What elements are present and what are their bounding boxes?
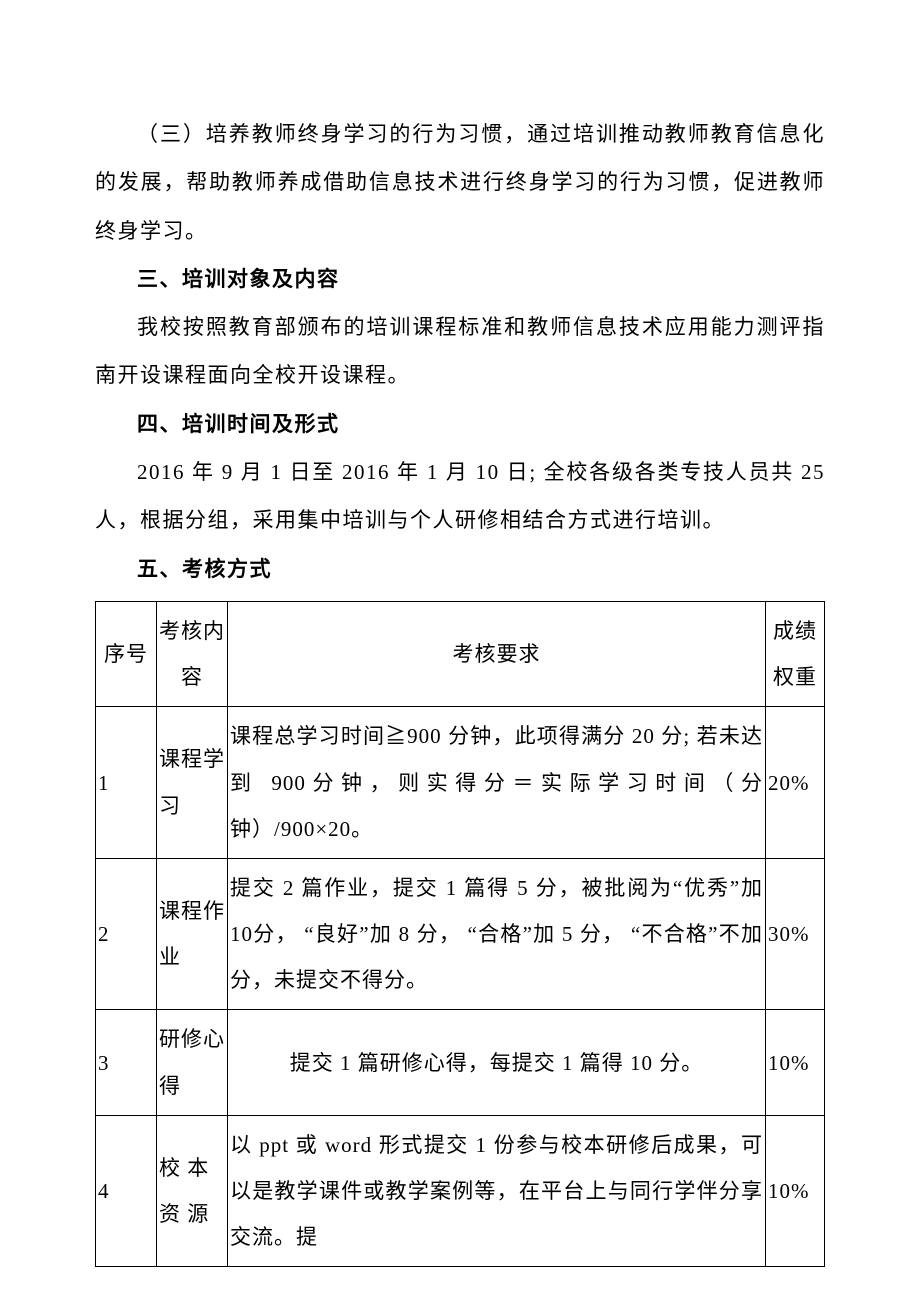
heading-3: 三、培训对象及内容 <box>95 255 825 303</box>
cell-weight: 30% <box>766 858 825 1010</box>
cell-seq: 4 <box>96 1115 157 1267</box>
th-content: 考核内容 <box>157 601 228 706</box>
cell-content: 课程学习 <box>157 707 228 859</box>
heading-4: 四、培训时间及形式 <box>95 400 825 448</box>
cell-requirement: 提交 2 篇作业，提交 1 篇得 5 分，被批阅为“优秀”加 10分， “良好”… <box>228 858 766 1010</box>
th-weight: 成绩权重 <box>766 601 825 706</box>
cell-seq: 3 <box>96 1010 157 1115</box>
cell-requirement: 课程总学习时间≧900 分钟，此项得满分 20 分; 若未达到 900分钟，则实… <box>228 707 766 859</box>
paragraph-3-body: （三）培养教师终身学习的行为习惯，通过培训推动教师教育信息化的发展，帮助教师养成… <box>95 110 825 255</box>
cell-weight: 20% <box>766 707 825 859</box>
document-page: （三）培养教师终身学习的行为习惯，通过培训推动教师教育信息化的发展，帮助教师养成… <box>0 0 920 1307</box>
table-row: 4 校 本资 源 以 ppt 或 word 形式提交 1 份参与校本研修后成果，… <box>96 1115 825 1267</box>
table-row: 2 课程作业 提交 2 篇作业，提交 1 篇得 5 分，被批阅为“优秀”加 10… <box>96 858 825 1010</box>
heading-5: 五、考核方式 <box>95 545 825 593</box>
th-seq: 序号 <box>96 601 157 706</box>
cell-seq: 2 <box>96 858 157 1010</box>
cell-weight: 10% <box>766 1010 825 1115</box>
cell-seq: 1 <box>96 707 157 859</box>
assessment-table: 序号 考核内容 考核要求 成绩权重 1 课程学习 课程总学习时间≧900 分钟，… <box>95 601 825 1267</box>
cell-weight: 10% <box>766 1115 825 1267</box>
cell-content: 校 本资 源 <box>157 1115 228 1267</box>
cell-content: 研修心得 <box>157 1010 228 1115</box>
cell-requirement: 以 ppt 或 word 形式提交 1 份参与校本研修后成果，可以是教学课件或教… <box>228 1115 766 1267</box>
paragraph-training-target: 我校按照教育部颁布的培训课程标准和教师信息技术应用能力测评指南开设课程面向全校开… <box>95 303 825 400</box>
cell-content: 课程作业 <box>157 858 228 1010</box>
table-row: 1 课程学习 课程总学习时间≧900 分钟，此项得满分 20 分; 若未达到 9… <box>96 707 825 859</box>
table-row: 3 研修心得 提交 1 篇研修心得，每提交 1 篇得 10 分。 10% <box>96 1010 825 1115</box>
paragraph-training-time: 2016 年 9 月 1 日至 2016 年 1 月 10 日; 全校各级各类专… <box>95 448 825 545</box>
table-header-row: 序号 考核内容 考核要求 成绩权重 <box>96 601 825 706</box>
cell-requirement: 提交 1 篇研修心得，每提交 1 篇得 10 分。 <box>228 1010 766 1115</box>
th-requirement: 考核要求 <box>228 601 766 706</box>
